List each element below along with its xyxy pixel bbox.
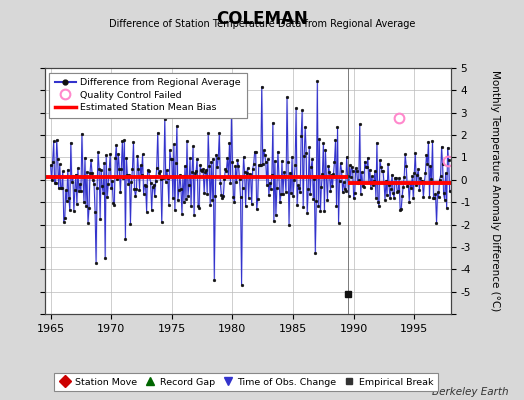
Legend: Difference from Regional Average, Quality Control Failed, Estimated Station Mean: Difference from Regional Average, Qualit… xyxy=(49,73,247,118)
Legend: Station Move, Record Gap, Time of Obs. Change, Empirical Break: Station Move, Record Gap, Time of Obs. C… xyxy=(54,373,439,391)
Text: Berkeley Earth: Berkeley Earth xyxy=(432,387,508,397)
Y-axis label: Monthly Temperature Anomaly Difference (°C): Monthly Temperature Anomaly Difference (… xyxy=(490,70,500,312)
Text: COLEMAN: COLEMAN xyxy=(216,10,308,28)
Text: Difference of Station Temperature Data from Regional Average: Difference of Station Temperature Data f… xyxy=(109,19,415,29)
